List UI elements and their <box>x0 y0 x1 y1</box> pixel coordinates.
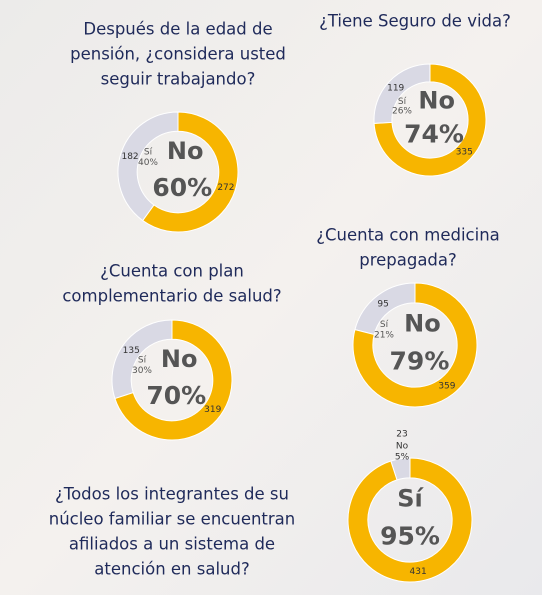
question: Después de la edad de <box>83 20 272 39</box>
minor-category: Sí <box>380 320 389 330</box>
major-percent: 70% <box>146 381 206 410</box>
count-label: 272 <box>217 183 234 193</box>
donut-slice <box>352 282 478 408</box>
minor-percent: 40% <box>138 158 158 168</box>
minor-percent: 30% <box>132 366 152 376</box>
count-label: 119 <box>387 83 404 93</box>
count-label: 182 <box>121 152 138 162</box>
donut-slice <box>114 319 233 441</box>
major-percent: 95% <box>380 521 440 550</box>
count-label: 335 <box>456 148 473 158</box>
minor-category: No <box>396 442 409 452</box>
major-category: No <box>404 310 441 338</box>
minor-percent: 26% <box>392 107 412 117</box>
minor-category: Sí <box>144 148 153 158</box>
question: atención en salud? <box>94 560 249 579</box>
count-label: 431 <box>410 567 427 577</box>
count-label: 359 <box>438 382 455 392</box>
count-label: 319 <box>204 405 221 415</box>
minor-category: Sí <box>398 97 407 107</box>
question: ¿Cuenta con plan <box>100 262 244 281</box>
minor-percent: 5% <box>395 453 410 463</box>
major-category: Sí <box>397 485 424 513</box>
question: pensión, ¿considera usted <box>70 45 286 64</box>
major-percent: 79% <box>390 346 450 375</box>
question: prepagada? <box>359 251 457 270</box>
major-percent: 74% <box>404 120 464 149</box>
question: núcleo familiar se encuentran <box>49 510 296 529</box>
major-category: No <box>167 137 204 165</box>
question: ¿Todos los integrantes de su <box>55 485 289 504</box>
question: seguir trabajando? <box>101 70 256 89</box>
minor-category: Sí <box>138 356 147 366</box>
question: complementario de salud? <box>62 287 281 306</box>
question: afiliados a un sistema de <box>69 535 275 554</box>
donut-slice <box>142 111 239 233</box>
major-category: No <box>161 345 198 373</box>
count-label: 95 <box>377 299 388 309</box>
count-label: 135 <box>123 346 140 356</box>
question: ¿Cuenta con medicina <box>316 226 500 245</box>
major-category: No <box>418 87 455 115</box>
major-percent: 60% <box>152 173 212 202</box>
donut-slice <box>373 63 487 177</box>
question: ¿Tiene Seguro de vida? <box>319 12 511 31</box>
count-label: 23 <box>396 430 407 440</box>
donut-slice <box>347 457 473 583</box>
minor-percent: 21% <box>374 331 394 341</box>
